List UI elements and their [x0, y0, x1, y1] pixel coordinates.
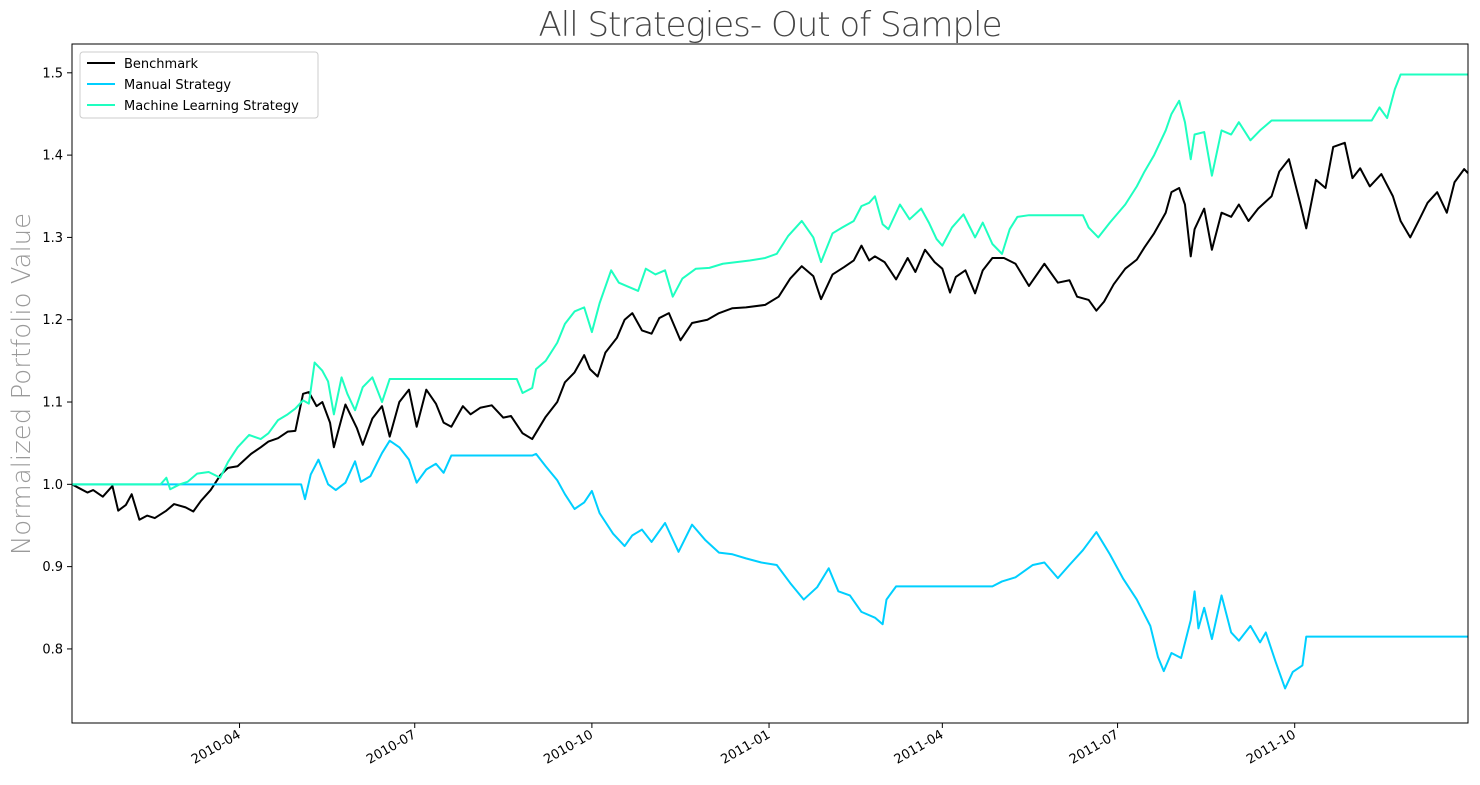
- legend-box: [79, 51, 319, 119]
- y-tick-label-1-4: 1.4: [42, 149, 63, 164]
- x-tick-label-2011-01: 2011-01: [718, 727, 773, 767]
- y-tick-label-1-3: 1.3: [42, 231, 63, 246]
- series-layer: [71, 73, 1469, 690]
- y-axis-label: Normalized Portfolio Value: [7, 213, 37, 555]
- x-tick-label-2010-04: 2010-04: [189, 727, 244, 767]
- x-tick-label-2011-04: 2011-04: [892, 727, 947, 767]
- x-tick-label-2010-07: 2010-07: [364, 727, 419, 767]
- series-line-manual-strategy: [72, 439, 1468, 690]
- y-tick-label-0-8: 0.8: [42, 642, 63, 657]
- y-tick-label-0-9: 0.9: [42, 560, 63, 575]
- x-tick-label-2010-10: 2010-10: [541, 727, 596, 767]
- y-tick-label-1-2: 1.2: [42, 313, 63, 328]
- x-tick-label-2011-07: 2011-07: [1067, 727, 1122, 767]
- chart-title: All Strategies- Out of Sample: [538, 5, 1001, 45]
- series-line-benchmark: [71, 141, 1469, 521]
- x-tick-label-2011-10: 2011-10: [1244, 727, 1299, 767]
- axes-layer: 0.8 0.9 1.0 1.1 1.2 1.3 1.4 1.5 2010-04 2010-07 20…: [42, 66, 1298, 767]
- legend-label-manual-strategy: Manual Strategy: [124, 78, 231, 93]
- legend-label-ml-strategy: Machine Learning Strategy: [124, 99, 299, 114]
- series-line-machine-learning-strategy: [72, 73, 1468, 491]
- plot-area-frame: [71, 43, 1469, 724]
- y-tick-label-1-5: 1.5: [42, 66, 63, 81]
- legend-label-benchmark: Benchmark: [124, 57, 199, 72]
- y-tick-label-1-1: 1.1: [42, 396, 63, 411]
- y-tick-label-1-0: 1.0: [42, 478, 63, 493]
- legend: Benchmark Manual Strategy Machine Learni…: [79, 51, 319, 119]
